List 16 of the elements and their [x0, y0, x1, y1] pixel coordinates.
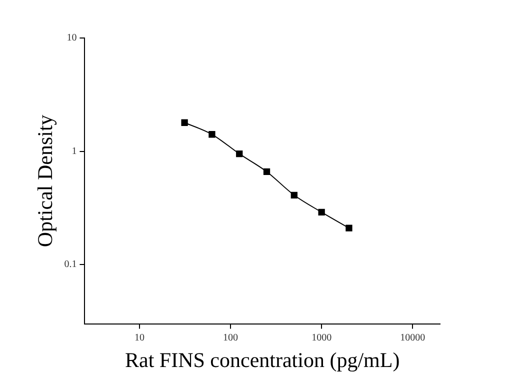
x-axis-title: Rat FINS concentration (pg/mL) — [125, 348, 400, 372]
point — [346, 224, 352, 232]
y-axis-title: Optical Density — [33, 114, 58, 248]
point — [236, 150, 243, 158]
point — [318, 208, 325, 216]
point — [208, 131, 216, 138]
point — [263, 168, 270, 176]
x-tick-label: 10 — [134, 332, 145, 344]
x-tick-label: 1000 — [312, 332, 332, 344]
x-tick-label: 100 — [223, 332, 238, 344]
y-tick-label: 10 — [66, 32, 77, 44]
point — [181, 119, 188, 126]
y-tick-label: 0.1 — [64, 259, 77, 270]
y-tick-label: 1 — [72, 146, 77, 157]
point — [290, 192, 298, 198]
x-tick-label: 10000 — [400, 332, 426, 344]
